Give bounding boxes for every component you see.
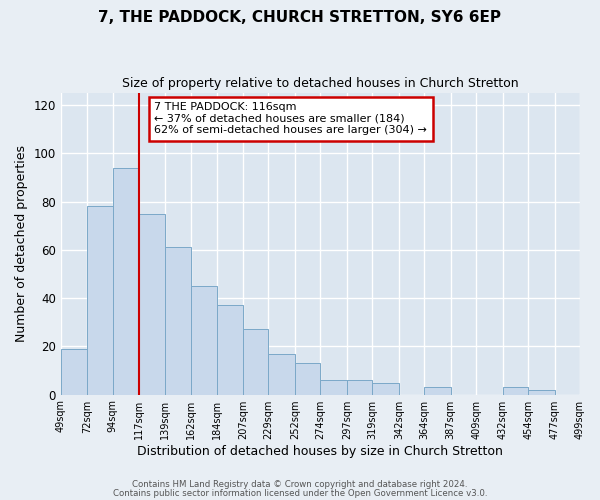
- Bar: [347, 380, 373, 394]
- Bar: [320, 380, 347, 394]
- Text: 7, THE PADDOCK, CHURCH STRETTON, SY6 6EP: 7, THE PADDOCK, CHURCH STRETTON, SY6 6EP: [98, 10, 502, 25]
- Title: Size of property relative to detached houses in Church Stretton: Size of property relative to detached ho…: [122, 78, 519, 90]
- Bar: [164, 248, 191, 394]
- Bar: [113, 168, 139, 394]
- Bar: [424, 388, 451, 394]
- Y-axis label: Number of detached properties: Number of detached properties: [15, 146, 28, 342]
- X-axis label: Distribution of detached houses by size in Church Stretton: Distribution of detached houses by size …: [137, 444, 503, 458]
- Bar: [373, 382, 399, 394]
- Bar: [88, 206, 113, 394]
- Bar: [295, 363, 320, 394]
- Bar: [61, 349, 88, 395]
- Bar: [191, 286, 217, 395]
- Bar: [217, 306, 243, 394]
- Bar: [268, 354, 295, 395]
- Text: Contains public sector information licensed under the Open Government Licence v3: Contains public sector information licen…: [113, 489, 487, 498]
- Bar: [139, 214, 164, 394]
- Bar: [528, 390, 554, 394]
- Text: 7 THE PADDOCK: 116sqm
← 37% of detached houses are smaller (184)
62% of semi-det: 7 THE PADDOCK: 116sqm ← 37% of detached …: [154, 102, 427, 136]
- Bar: [243, 330, 268, 394]
- Text: Contains HM Land Registry data © Crown copyright and database right 2024.: Contains HM Land Registry data © Crown c…: [132, 480, 468, 489]
- Bar: [503, 388, 528, 394]
